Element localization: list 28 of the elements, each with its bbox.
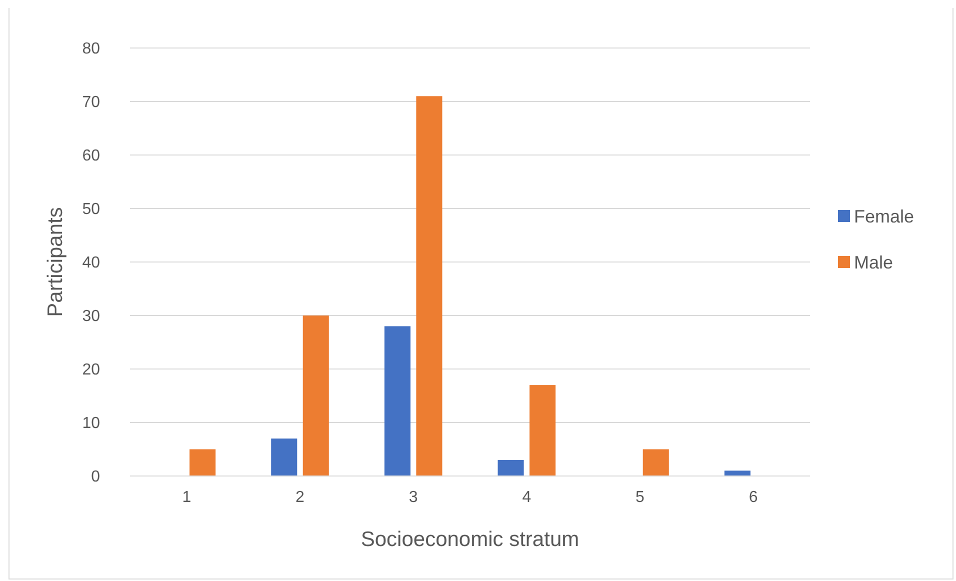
y-tick-label: 70 — [82, 94, 100, 112]
y-tick-label: 20 — [82, 362, 100, 379]
y-tick-label: 40 — [82, 254, 100, 272]
bar — [724, 470, 750, 476]
y-tick-label: 50 — [82, 201, 100, 218]
x-tick-label: 4 — [522, 489, 532, 506]
x-tick-label: 6 — [748, 489, 758, 506]
x-tick-label: 1 — [182, 489, 192, 506]
bar — [642, 449, 669, 476]
x-tick-label: 5 — [636, 489, 645, 506]
y-tick-label: 80 — [82, 40, 100, 58]
bar — [271, 438, 298, 476]
y-axis-title: Participants — [44, 207, 67, 317]
bar — [498, 460, 524, 476]
y-tick-label: 10 — [82, 415, 100, 432]
x-tick-label: 2 — [296, 489, 305, 506]
legend-label: Male — [854, 252, 894, 272]
y-tick-label: 30 — [82, 308, 100, 326]
bar — [302, 316, 329, 476]
bar — [530, 385, 556, 476]
bar — [384, 326, 410, 476]
x-tick-label: 3 — [408, 489, 418, 506]
y-tick-label: 60 — [82, 148, 100, 165]
legend-label: Female — [854, 206, 914, 226]
bar — [190, 449, 216, 476]
x-axis-title: Socioeconomic stratum — [360, 528, 580, 551]
y-tick-label: 0 — [91, 468, 100, 486]
bar — [416, 96, 442, 476]
